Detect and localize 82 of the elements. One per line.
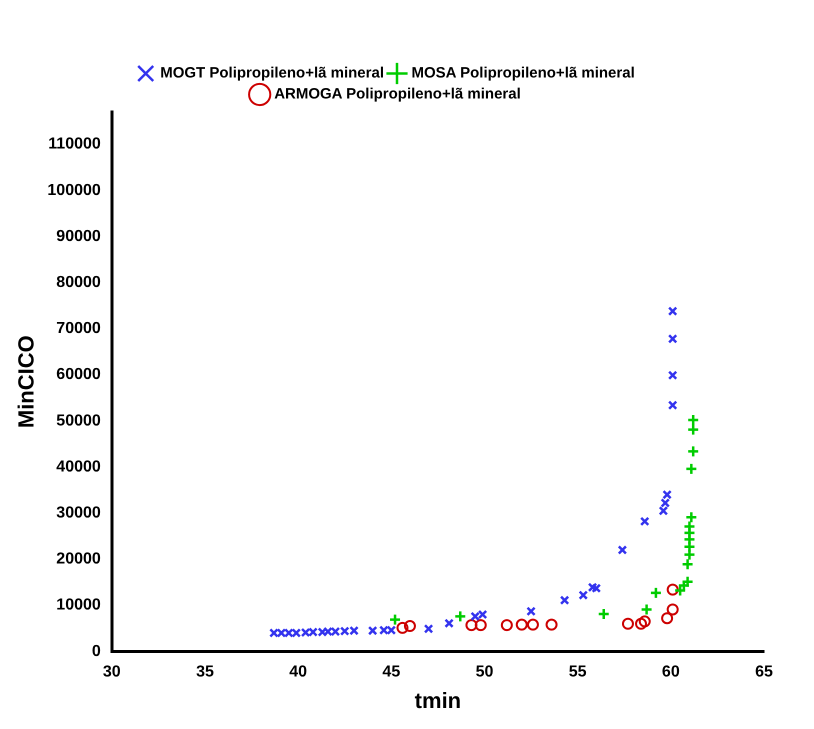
y-tick-label: 20000 <box>56 550 101 568</box>
y-tick-label: 50000 <box>56 412 101 430</box>
point <box>546 618 558 631</box>
point <box>638 615 651 628</box>
point <box>681 558 694 571</box>
point <box>291 628 302 638</box>
x-tick-label: 35 <box>196 663 214 680</box>
y-tick-label: 60000 <box>56 366 101 384</box>
y-tick-label: 100000 <box>47 182 101 199</box>
point <box>668 306 678 316</box>
point <box>666 603 679 616</box>
y-axis-title: MinCICO <box>13 335 38 428</box>
point <box>269 628 279 638</box>
point <box>578 590 588 600</box>
point <box>300 628 310 638</box>
point <box>683 520 696 533</box>
point <box>349 626 359 636</box>
point <box>465 619 478 632</box>
point <box>597 608 610 620</box>
legend-label: MOGT Polipropileno+lã mineral <box>160 64 384 82</box>
point <box>516 618 528 631</box>
point <box>500 619 513 632</box>
point <box>661 612 674 624</box>
y-tick-label: 10000 <box>56 596 101 614</box>
x-tick-label: 40 <box>289 663 308 680</box>
point <box>685 510 698 524</box>
point <box>368 626 378 636</box>
point <box>308 627 318 637</box>
point <box>588 582 598 592</box>
point <box>526 606 536 616</box>
point <box>323 626 333 636</box>
point <box>635 618 648 630</box>
point <box>424 624 434 634</box>
point <box>592 583 602 594</box>
point <box>622 618 634 630</box>
x-tick-label: 60 <box>662 663 680 680</box>
point <box>330 626 340 636</box>
point <box>470 612 480 622</box>
point <box>388 613 402 626</box>
point <box>560 595 570 606</box>
x-tick-label: 65 <box>755 663 773 680</box>
point <box>686 423 700 436</box>
y-tick-label: 0 <box>92 642 101 660</box>
point <box>650 586 662 600</box>
point <box>668 400 678 410</box>
x-axis-title: tmin <box>414 688 462 713</box>
point <box>318 627 328 637</box>
point <box>666 584 679 596</box>
point <box>478 610 488 620</box>
point <box>686 445 700 458</box>
point <box>685 462 698 476</box>
point <box>284 628 294 638</box>
point <box>454 610 467 623</box>
x-tick-label: 30 <box>102 663 121 680</box>
point <box>444 618 454 628</box>
x-tick-label: 50 <box>476 663 494 680</box>
point <box>668 334 678 344</box>
point <box>404 620 416 632</box>
y-tick-label: 30000 <box>56 504 101 522</box>
y-tick-label: 110000 <box>48 136 101 153</box>
point <box>396 622 408 634</box>
point <box>618 545 628 555</box>
x-tick-label: 55 <box>568 663 587 680</box>
y-tick-label: 40000 <box>56 458 101 476</box>
point <box>674 584 686 597</box>
point <box>681 576 694 588</box>
legend-label: ARMOGA Polipropileno+lã mineral <box>274 86 521 103</box>
point <box>640 603 653 616</box>
point <box>668 370 678 380</box>
y-tick-label: 70000 <box>56 320 101 338</box>
point <box>276 628 286 638</box>
point <box>686 414 700 426</box>
point <box>340 626 350 636</box>
point <box>526 618 539 631</box>
point <box>386 625 396 635</box>
point <box>379 625 389 635</box>
x-tick-label: 45 <box>382 663 400 680</box>
y-tick-label: 90000 <box>56 228 101 245</box>
y-tick-label: 80000 <box>56 274 101 291</box>
point <box>474 619 487 632</box>
point <box>640 516 650 526</box>
legend-label: MOSA Polipropileno+lã mineral <box>411 64 635 82</box>
